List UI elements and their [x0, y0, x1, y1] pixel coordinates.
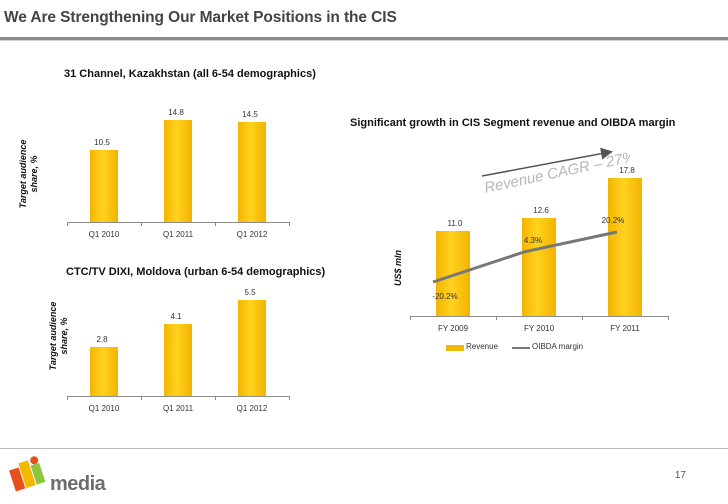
chart2-title: CTC/TV DIXI, Moldova (urban 6-54 demogra… — [66, 266, 326, 278]
chart1-category-label: Q1 2011 — [162, 230, 194, 239]
chart2-bar — [164, 324, 192, 396]
chart3-bar — [436, 230, 470, 316]
chart1-category-label: Q1 2010 — [88, 230, 120, 239]
chart3-tick — [496, 316, 497, 320]
chart3-bar — [522, 218, 556, 316]
legend-label-revenue: Revenue — [466, 342, 499, 351]
chart3-tick — [410, 316, 411, 320]
page-number: 17 — [674, 470, 686, 481]
chart1-tick — [289, 222, 290, 226]
ctc-logo-icon — [9, 456, 46, 492]
chart3-tick — [582, 316, 583, 320]
chart2-ylabel: Target audience share, % — [48, 301, 69, 371]
legend-swatch-oibda — [512, 347, 530, 349]
chart1-title: 31 Channel, Kazakhstan (all 6-54 demogra… — [64, 68, 316, 80]
chart3-ylabel: US$ mln — [393, 250, 403, 287]
title-rule — [0, 37, 728, 40]
slide-title: We Are Strengthening Our Market Position… — [4, 9, 397, 26]
chart2-tick — [67, 396, 68, 400]
chart3-title: Significant growth in CIS Segment revenu… — [350, 117, 676, 129]
chart1-x-axis — [67, 222, 289, 223]
chart2-category-label: Q1 2010 — [88, 404, 120, 413]
chart1-ylabel: Target audience share, % — [18, 139, 39, 209]
chart2-value-label: 2.8 — [96, 335, 108, 345]
footer-rule — [0, 448, 728, 449]
chart2-tick — [289, 396, 290, 400]
chart2-value-label: 5.5 — [244, 288, 256, 297]
chart2-value-label: 4.1 — [170, 312, 182, 322]
chart3-margin-label: -20.2% — [432, 292, 458, 301]
chart2-category-label: Q1 2012 — [236, 404, 268, 413]
chart1-tick — [67, 222, 68, 226]
chart2-bar — [90, 347, 118, 396]
chart3-value-label: 17.8 — [619, 166, 635, 175]
chart1-value-label: 10.5 — [94, 137, 110, 147]
chart3-tick — [668, 316, 669, 320]
chart1-value-label: 14.5 — [242, 110, 258, 120]
chart2-tick — [141, 396, 142, 400]
chart1-tick — [215, 222, 216, 226]
chart3-bar — [608, 178, 642, 316]
chart1-category-label: Q1 2012 — [236, 230, 268, 239]
legend-label-oibda: OIBDA margin — [532, 342, 584, 351]
brand-wordmark: media — [50, 473, 106, 495]
chart1-value-label: 14.8 — [168, 108, 184, 117]
chart3-margin-label: 20.2% — [601, 216, 625, 225]
chart2-category-label: Q1 2011 — [162, 404, 194, 413]
title-bar: We Are Strengthening Our Market Position… — [0, 0, 728, 38]
chart1-bar — [90, 149, 118, 222]
chart3-category-label: FY 2009 — [437, 324, 469, 333]
chart2-bar — [238, 300, 266, 396]
legend-swatch-revenue — [446, 345, 464, 351]
chart1-bar — [164, 120, 192, 222]
chart3-value-label: 11.0 — [447, 218, 463, 228]
chart1-tick — [141, 222, 142, 226]
chart3-value-label: 12.6 — [533, 206, 549, 216]
chart3-category-label: FY 2010 — [523, 324, 555, 333]
title-rule-thin — [0, 40, 728, 41]
chart2-x-axis — [67, 396, 289, 397]
chart3-margin-label: 4.3% — [523, 235, 543, 245]
arrow-icon — [481, 147, 613, 177]
chart3-x-axis — [410, 316, 668, 317]
cagr-arrow — [481, 147, 613, 177]
chart2-tick — [215, 396, 216, 400]
chart3-category-label: FY 2011 — [610, 324, 640, 333]
chart1-bar — [238, 122, 266, 222]
